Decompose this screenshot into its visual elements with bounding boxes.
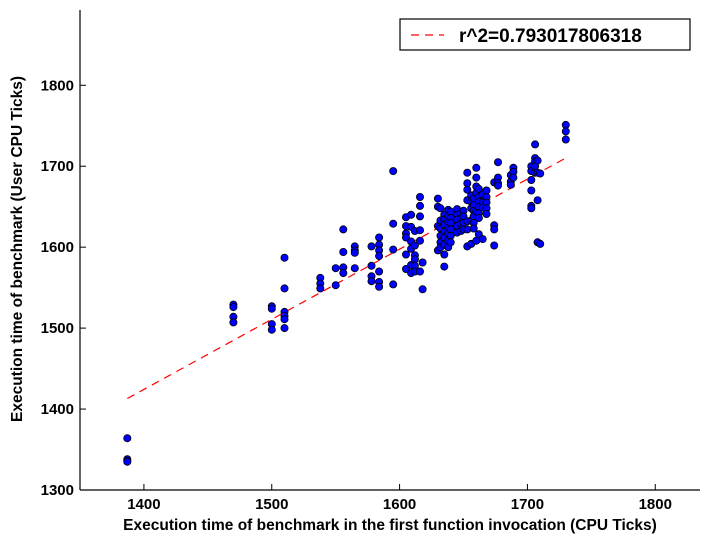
data-point [469,224,478,233]
y-tick-label: 1800 [41,77,74,94]
data-point [472,163,481,172]
x-tick-label: 1700 [511,496,544,513]
data-point [472,173,481,182]
data-point [316,284,325,293]
data-point [410,241,419,250]
data-point [229,318,238,327]
data-point [280,284,289,293]
data-point [280,315,289,324]
data-point [389,280,398,289]
y-tick-label: 1400 [41,401,74,418]
data-point [389,245,398,254]
data-point [490,225,499,234]
data-point [533,196,542,205]
data-point [533,156,542,165]
data-point [440,262,449,271]
data-point [418,258,427,267]
data-point [536,169,545,178]
y-tick-label: 1300 [41,482,74,499]
legend: r^2=0.793017806318 [399,18,691,51]
data-point [506,180,515,189]
data-point [280,253,289,262]
data-point [527,204,536,213]
data-point [415,201,424,210]
data-point [375,267,384,276]
data-point [367,261,376,270]
data-point [418,285,427,294]
data-point [474,184,483,193]
data-point [229,303,238,312]
points-layer [123,120,570,466]
data-point [123,457,132,466]
data-point [474,213,483,222]
data-point [531,140,540,149]
data-point [375,282,384,291]
legend-label: r^2=0.793017806318 [459,26,642,47]
y-tick-label: 1600 [41,239,74,256]
data-point [415,236,424,245]
y-axis-label: Execution time of benchmark (User CPU Ti… [9,76,26,422]
data-point [490,241,499,250]
data-point [527,186,536,195]
data-point [331,281,340,290]
data-point [339,269,348,278]
x-tick-label: 1500 [255,496,288,513]
data-point [478,235,487,244]
data-point [367,242,376,251]
axes-layer [79,10,700,491]
ticks-layer: 1400 1500 1600 1700 1800 1300 1400 1500 1600 1700… [41,77,672,513]
data-point [509,173,518,182]
x-axis-label: Execution time of benchmark in the first… [123,517,657,534]
data-point [561,127,570,136]
data-point [493,158,502,167]
data-point [339,225,348,234]
data-point [527,175,536,184]
data-point [331,264,340,273]
x-tick-label: 1400 [127,496,160,513]
data-point [123,434,132,443]
data-point [267,304,276,313]
x-tick-label: 1800 [639,496,672,513]
y-tick-label: 1500 [41,320,74,337]
data-point [350,248,359,257]
data-point [407,210,416,219]
data-point [415,192,424,201]
data-point [339,247,348,256]
data-point [482,209,491,218]
data-point [350,264,359,273]
data-point [415,226,424,235]
data-point [561,135,570,144]
data-point [446,238,455,247]
data-point [493,181,502,190]
data-point [389,219,398,228]
data-point [433,194,442,203]
data-point [463,168,472,177]
data-point [389,167,398,176]
data-point [367,277,376,286]
data-point [375,252,384,261]
data-point [401,250,410,259]
legend-box [399,18,691,51]
data-point [436,204,445,213]
data-point [536,239,545,248]
data-point [267,325,276,334]
data-point [463,185,472,194]
data-point [375,233,384,242]
data-point [415,212,424,221]
data-point [440,250,449,259]
data-point [280,324,289,333]
y-tick-label: 1700 [41,158,74,175]
x-tick-label: 1600 [383,496,416,513]
data-point [415,267,424,276]
